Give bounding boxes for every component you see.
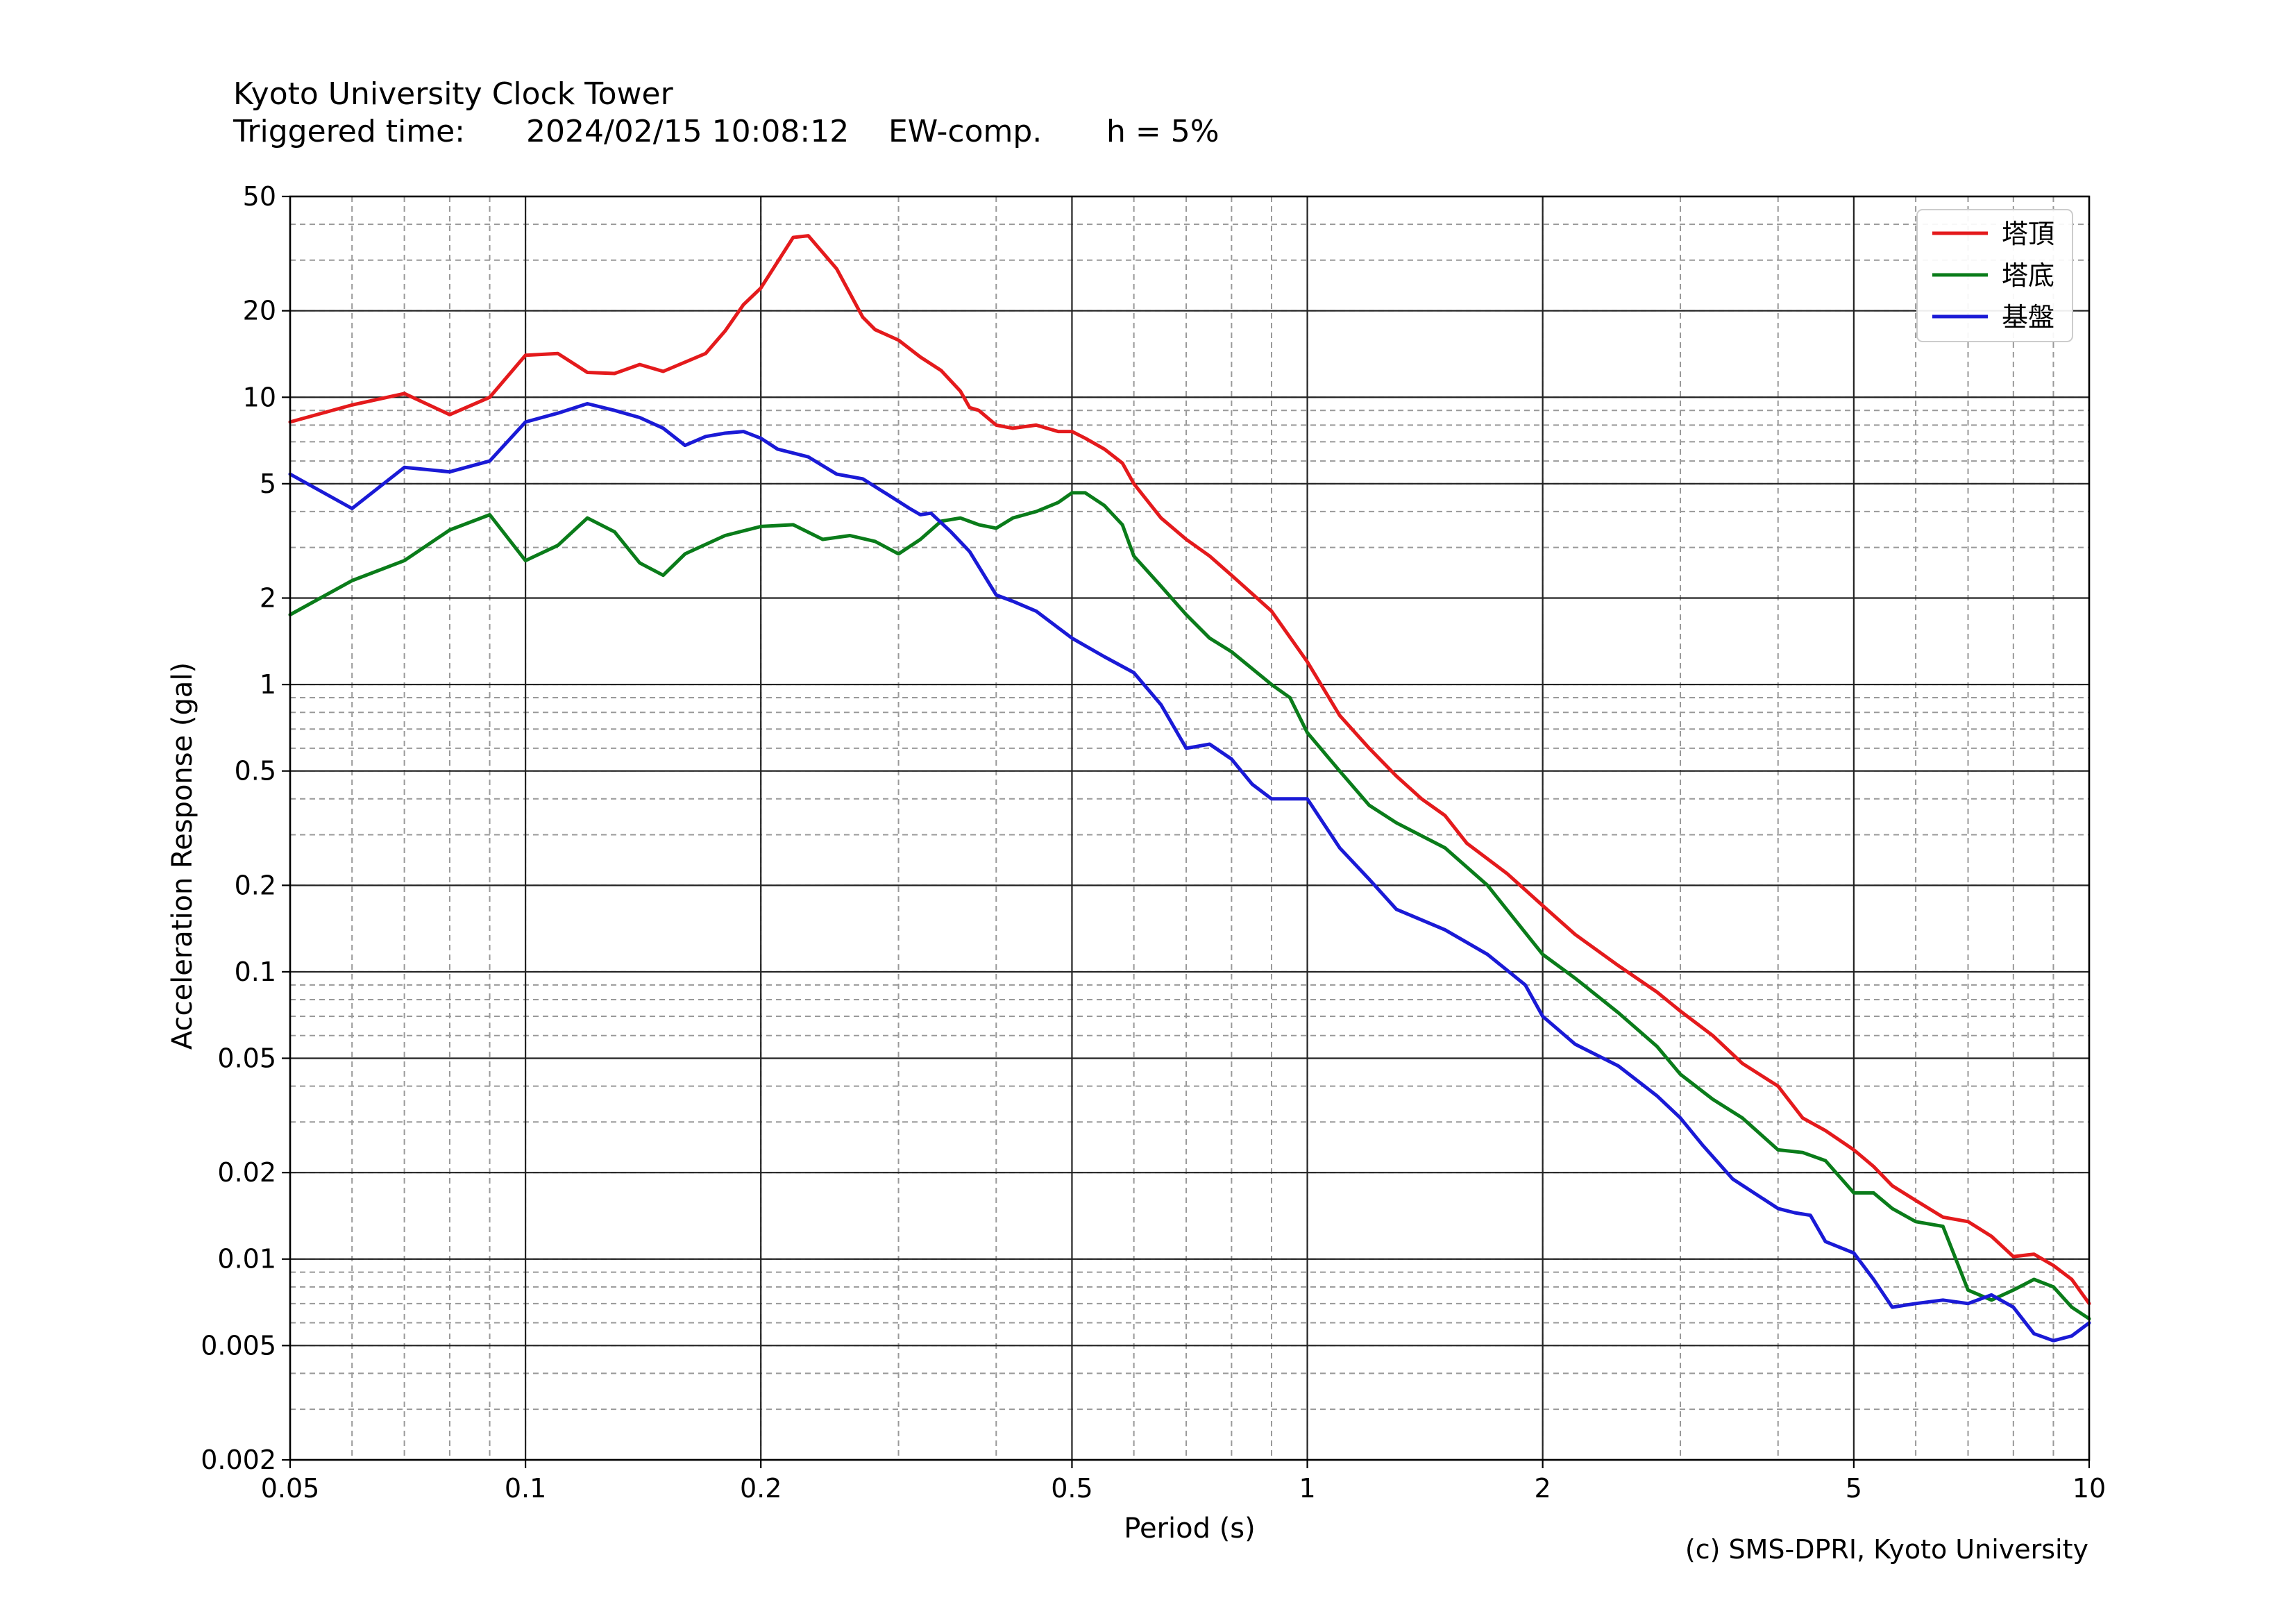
y-tick-label: 0.1 xyxy=(235,957,276,987)
x-axis-label: Period (s) xyxy=(1124,1513,1256,1545)
major-grid xyxy=(289,195,2091,1461)
y-axis-label: Acceleration Response (gal) xyxy=(167,662,199,1050)
legend-label: 塔頂 xyxy=(2002,219,2054,249)
triggered-time-value: 2024/02/15 10:08:12 xyxy=(526,114,850,149)
chart-meta: Triggered time: 2024/02/15 10:08:12 EW-c… xyxy=(233,114,1219,291)
series-line-3 xyxy=(288,402,2091,1343)
chart-title: Kyoto University Clock Tower xyxy=(233,76,673,112)
x-tick-label: 0.2 xyxy=(740,1473,782,1504)
y-tick-label: 0.5 xyxy=(235,756,276,787)
y-tick-label: 0.005 xyxy=(201,1330,276,1361)
y-tick-label: 1 xyxy=(260,669,276,700)
x-tick-label: 2 xyxy=(1535,1473,1551,1504)
y-tick-label: 20 xyxy=(243,296,276,326)
y-axis: 0.002 0.005 0.01 0.02 0.05 0.1 0.2 0.5 1 2 5 10 20 50 xyxy=(201,181,290,1475)
x-axis: 0.05 0.1 0.2 0.5 1 2 5 10 xyxy=(261,1460,2106,1504)
series-layer xyxy=(288,234,2091,1343)
x-tick-label: 10 xyxy=(2073,1473,2106,1504)
x-tick-label: 0.05 xyxy=(261,1473,320,1504)
x-tick-label: 0.5 xyxy=(1051,1473,1092,1504)
series-line-1 xyxy=(288,234,2091,1306)
triggered-time-label: Triggered time: xyxy=(233,114,465,149)
y-tick-label: 0.2 xyxy=(235,870,276,900)
x-tick-label: 1 xyxy=(1299,1473,1315,1504)
y-tick-label: 0.05 xyxy=(217,1043,276,1073)
legend-label: 塔底 xyxy=(2002,260,2054,291)
legend-box xyxy=(1916,209,2073,342)
legend-label: 基盤 xyxy=(2002,302,2054,333)
y-tick-label: 0.02 xyxy=(217,1157,276,1188)
x-tick-label: 5 xyxy=(1846,1473,1862,1504)
plot-frame xyxy=(289,195,2091,1461)
y-tick-label: 10 xyxy=(243,382,276,412)
component-label: EW-comp. xyxy=(888,114,1043,149)
x-tick-label: 0.1 xyxy=(505,1473,546,1504)
series-line-2 xyxy=(288,491,2091,1321)
y-tick-label: 0.002 xyxy=(201,1445,276,1475)
copyright-text: (c) SMS-DPRI, Kyoto University xyxy=(1685,1534,2088,1565)
y-tick-label: 2 xyxy=(260,583,276,614)
y-tick-label: 5 xyxy=(260,469,276,499)
y-tick-label: 50 xyxy=(243,181,276,212)
minor-grid xyxy=(290,196,2089,1460)
damping-label: h = 5% xyxy=(1106,114,1219,149)
y-tick-label: 0.01 xyxy=(217,1244,276,1275)
